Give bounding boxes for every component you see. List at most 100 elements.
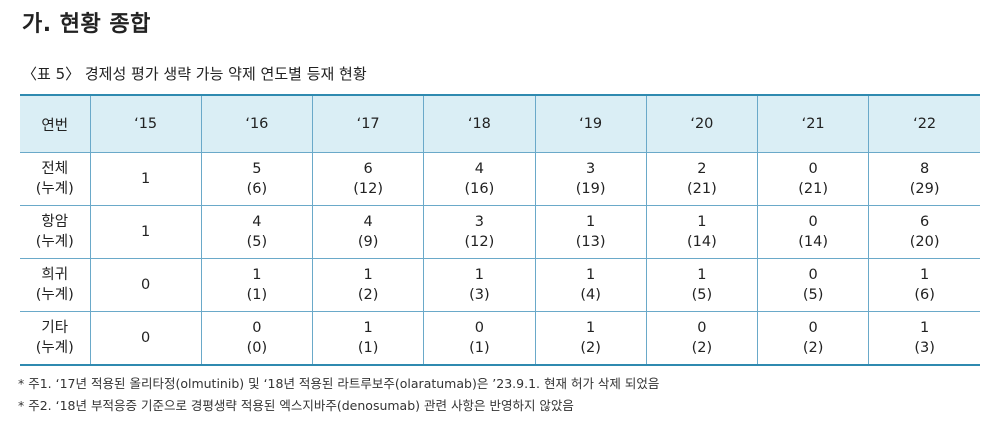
- cell-annual-count: 1: [252, 267, 262, 283]
- cell-cumulative-count: (3): [469, 287, 490, 303]
- cell-annual-count: 1: [141, 171, 151, 187]
- listing-status-table: 연번 ‘15 ‘16 ‘17 ‘18 ‘19 ‘20 ‘21 ‘22 전체 (누계…: [20, 94, 980, 366]
- table-cell: 1: [89, 152, 202, 206]
- column-header: ‘20: [645, 94, 759, 153]
- column-header: ‘16: [200, 94, 314, 153]
- table-cell: 0 (1): [423, 311, 536, 366]
- cell-annual-count: 0: [808, 267, 818, 283]
- column-header: ‘21: [756, 94, 870, 153]
- cell-annual-count: 0: [808, 161, 818, 177]
- cell-cumulative-count: (5): [246, 234, 268, 250]
- cell-cumulative-count: (5): [802, 287, 824, 303]
- cell-annual-count: 8: [920, 161, 930, 177]
- cell-annual-count: 4: [363, 214, 373, 230]
- cell-cumulative-count: (2): [691, 340, 713, 356]
- table-cell: 1 (13): [534, 205, 647, 259]
- footnote-2: * 주2. ‘18년 부적응증 기준으로 경평생략 적용된 엑스지바주(deno…: [18, 398, 574, 413]
- cell-cumulative-count: (21): [686, 181, 717, 197]
- table-cell: 0 (2): [645, 311, 759, 366]
- table-cell: 0 (0): [200, 311, 314, 366]
- cell-annual-count: 5: [252, 161, 262, 177]
- cell-annual-count: 1: [586, 320, 596, 336]
- row-label-line: (누계): [35, 340, 74, 356]
- cell-cumulative-count: (2): [357, 287, 379, 303]
- cell-cumulative-count: (14): [686, 234, 717, 250]
- cell-annual-count: 0: [808, 320, 818, 336]
- footnote-1: * 주1. ‘17년 적용된 올리타정(olmutinib) 및 ‘18년 적용…: [18, 376, 660, 391]
- table-row: 전체 (누계) 1 5 (6) 6 (12) 4 (16) 3 (19) 2 (21) 0 (21) 8 (29…: [20, 152, 980, 206]
- table-cell: 0 (5): [756, 258, 870, 312]
- cell-annual-count: 1: [697, 214, 707, 230]
- table-caption: 〈표 5〉 경제성 평가 생략 가능 약제 연도별 등재 현황: [22, 65, 367, 83]
- cell-cumulative-count: (2): [580, 340, 601, 356]
- table-cell: 0 (14): [756, 205, 870, 259]
- cell-annual-count: 6: [363, 161, 373, 177]
- cell-annual-count: 6: [920, 214, 930, 230]
- table-cell: 4 (9): [311, 205, 425, 259]
- cell-cumulative-count: (6): [914, 287, 935, 303]
- table-cell: 0: [89, 311, 202, 366]
- row-label: 전체 (누계): [20, 152, 91, 206]
- table-cell: 0 (2): [756, 311, 870, 366]
- table-cell: 8 (29): [868, 152, 980, 206]
- cell-cumulative-count: (4): [580, 287, 601, 303]
- table-cell: 1 (1): [311, 311, 425, 366]
- table-cell: 1 (5): [645, 258, 759, 312]
- table-cell: 1 (6): [868, 258, 980, 312]
- cell-annual-count: 0: [141, 277, 151, 293]
- cell-cumulative-count: (20): [909, 234, 940, 250]
- cell-annual-count: 4: [252, 214, 262, 230]
- row-label: 희귀 (누계): [20, 258, 91, 312]
- cell-annual-count: 1: [586, 267, 596, 283]
- cell-annual-count: 0: [252, 320, 262, 336]
- table-cell: 1 (2): [534, 311, 647, 366]
- cell-annual-count: 1: [141, 224, 151, 240]
- column-header: ‘17: [311, 94, 425, 153]
- cell-cumulative-count: (16): [464, 181, 495, 197]
- cell-annual-count: 3: [586, 161, 596, 177]
- cell-cumulative-count: (1): [357, 340, 379, 356]
- cell-annual-count: 4: [474, 161, 484, 177]
- row-label: 기타 (누계): [20, 311, 91, 366]
- cell-cumulative-count: (5): [691, 287, 713, 303]
- table-cell: 3 (12): [423, 205, 536, 259]
- cell-cumulative-count: (3): [914, 340, 935, 356]
- table-cell: 2 (21): [645, 152, 759, 206]
- cell-annual-count: 1: [363, 267, 373, 283]
- row-label: 항암 (누계): [20, 205, 91, 259]
- cell-cumulative-count: (12): [353, 181, 383, 197]
- table-cell: 6 (12): [311, 152, 425, 206]
- table-cell: 6 (20): [868, 205, 980, 259]
- cell-cumulative-count: (0): [246, 340, 268, 356]
- column-header: 연번: [20, 94, 91, 153]
- column-header: ‘19: [534, 94, 647, 153]
- table-cell: 3 (19): [534, 152, 647, 206]
- cell-annual-count: 1: [920, 320, 930, 336]
- table-cell: 4 (16): [423, 152, 536, 206]
- cell-cumulative-count: (13): [575, 234, 606, 250]
- row-label-line: 항암: [41, 214, 69, 230]
- table-header-row: 연번 ‘15 ‘16 ‘17 ‘18 ‘19 ‘20 ‘21 ‘22: [20, 94, 980, 153]
- table-row: 기타 (누계) 0 0 (0) 1 (1) 0 (1) 1 (2) 0 (2) 0 (2) 1 (3): [20, 311, 980, 366]
- cell-cumulative-count: (14): [798, 234, 828, 250]
- row-label-line: 희귀: [41, 267, 69, 283]
- cell-cumulative-count: (6): [246, 181, 268, 197]
- table-cell: 1 (2): [311, 258, 425, 312]
- table-cell: 0: [89, 258, 202, 312]
- cell-annual-count: 1: [920, 267, 930, 283]
- column-header: ‘22: [868, 94, 980, 153]
- cell-cumulative-count: (19): [575, 181, 606, 197]
- cell-annual-count: 3: [474, 214, 484, 230]
- cell-cumulative-count: (12): [464, 234, 495, 250]
- cell-annual-count: 0: [808, 214, 818, 230]
- table-cell: 1: [89, 205, 202, 259]
- row-label-line: 기타: [41, 320, 69, 336]
- cell-cumulative-count: (1): [469, 340, 490, 356]
- table-cell: 4 (5): [200, 205, 314, 259]
- table-row: 항암 (누계) 1 4 (5) 4 (9) 3 (12) 1 (13) 1 (14) 0 (14) 6 (20): [20, 205, 980, 259]
- table-cell: 5 (6): [200, 152, 314, 206]
- cell-cumulative-count: (29): [909, 181, 940, 197]
- column-header: ‘18: [423, 94, 536, 153]
- cell-cumulative-count: (9): [357, 234, 379, 250]
- table-cell: 1 (3): [423, 258, 536, 312]
